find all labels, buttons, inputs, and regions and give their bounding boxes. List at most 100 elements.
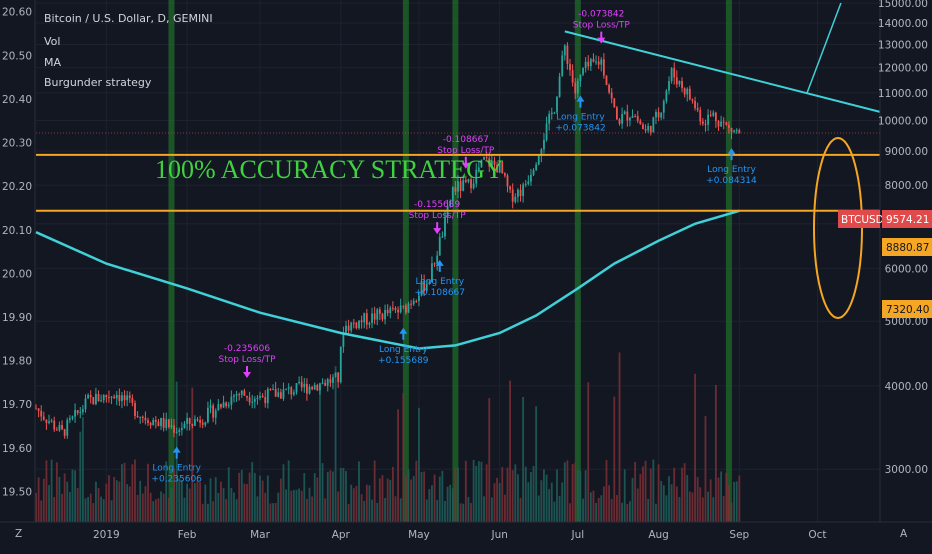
candle-body [545,123,548,140]
time-axis-tick: Apr [332,529,351,541]
candle-body [110,396,113,398]
volume-bar [358,461,360,522]
left-axis-tick: 20.60 [2,7,32,19]
candle-body [115,394,118,399]
volume-bar [141,493,144,522]
volume-bar [642,466,644,522]
volume-bar [256,496,259,522]
candle-body [350,322,353,331]
stop-loss-marker[interactable]: Stop Loss/TP-0.108667 [437,135,495,169]
volume-bar [714,384,717,522]
time-axis-tick: May [408,529,430,541]
volume-bar [272,503,274,522]
stop-loss-marker[interactable]: Stop Loss/TP-0.235606 [218,344,276,378]
time-axis-tick: Feb [178,529,197,541]
down-arrow-icon [433,222,442,235]
volume-bar [246,484,248,522]
volume-bar [136,494,139,522]
legend-vol[interactable]: Vol [44,35,60,48]
volume-bar [431,485,433,522]
volume-bar [193,483,196,522]
long-entry-value: +0.155689 [378,356,429,366]
volume-bar [121,464,123,522]
time-axis-tick: Oct [808,529,826,541]
candle-body [558,76,561,97]
candle-body [251,401,254,403]
candle-body [576,80,579,94]
candle-body [389,307,392,314]
volume-bar [37,477,40,522]
volume-bar [386,478,389,522]
auto-scale-button[interactable]: A [900,528,908,540]
axes: 3000.004000.005000.006000.007000.008000.… [0,0,932,541]
volume-bar [355,486,358,522]
volume-bar [699,487,702,522]
volume-bar [214,477,217,522]
volume-bar [134,459,136,522]
volume-bar [449,484,452,522]
legend-ma[interactable]: MA [44,56,61,69]
btcusd-badge-value: 9574.21 [886,214,929,226]
volume-bar [592,490,595,522]
volume-bars [35,352,741,522]
support-upper-value: 8880.87 [886,242,929,254]
candle-body [543,139,545,150]
volume-bar [196,480,199,522]
volume-bar [233,492,235,522]
candle-body [217,404,220,411]
long-entry-marker[interactable]: Long Entry+0.155689 [378,327,429,366]
descending-trendline[interactable] [564,30,881,113]
volume-bar [418,407,420,522]
candle-body [170,425,173,428]
volume-bar [87,497,90,522]
candle-body [404,305,407,313]
candle-body [287,387,290,389]
candlesticks [35,42,741,439]
stop-loss-value: -0.108667 [443,135,489,145]
volume-bar [295,489,298,522]
volume-bar [55,462,58,522]
long-entry-marker[interactable]: Long Entry+0.073842 [555,95,606,134]
signal-bar [574,0,581,522]
timezone-button[interactable]: Z [15,528,22,540]
volume-bar [420,472,423,522]
volume-bar [251,462,254,522]
volume-bar [118,481,121,522]
candle-body [360,320,363,323]
candle-body [113,396,116,399]
volume-bar [102,499,105,522]
candle-body [285,388,287,390]
candle-body [517,189,519,197]
candle-body [358,320,360,329]
candle-body [540,149,543,156]
candle-body [696,108,699,110]
volume-bar [292,489,295,522]
candle-body [248,397,251,403]
stop-loss-marker[interactable]: Stop Loss/TP-0.073842 [573,10,631,44]
volume-bar [306,498,308,522]
candle-body [95,393,97,405]
candle-body [683,88,686,95]
candle-body [222,402,225,408]
stop-loss-marker[interactable]: Stop Loss/TP-0.155689 [409,200,467,235]
candle-body [407,303,410,313]
candle-body [626,111,629,121]
candle-body [144,417,147,421]
long-entry-marker[interactable]: Long Entry+0.084314 [706,148,757,186]
candle-body [681,81,683,89]
candle-body [316,384,319,391]
volume-bar [378,478,381,522]
volume-bar [730,502,733,522]
legend-burgunder[interactable]: Burgunder strategy [44,76,152,89]
candle-body [243,390,246,396]
projection-line[interactable] [806,2,842,94]
volume-bar [152,501,155,522]
candle-body [240,390,243,395]
long-entry-marker[interactable]: Long Entry+0.235606 [151,446,202,485]
right-axis-tick: 9000.00 [885,146,928,158]
volume-bar [227,467,230,522]
candle-body [423,280,426,292]
long-entry-marker[interactable]: Long Entry+0.108667 [415,259,465,298]
